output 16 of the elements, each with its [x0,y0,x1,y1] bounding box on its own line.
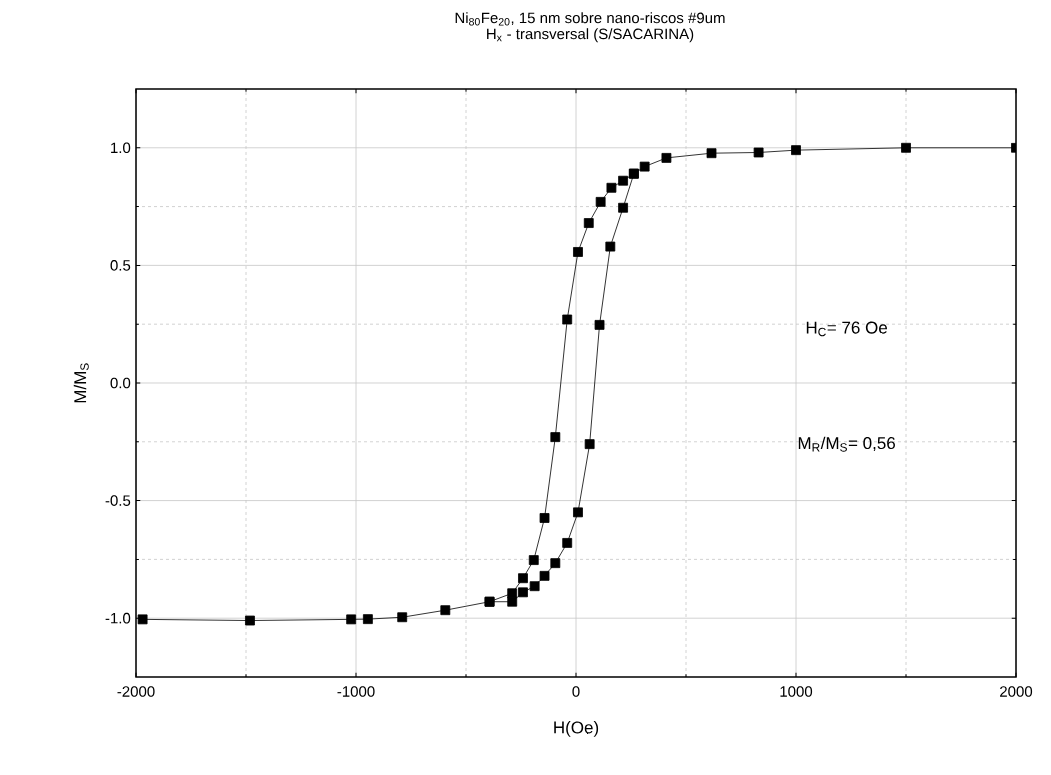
x-tick-label: -1000 [337,686,375,697]
y-tick-label: -1.0 [105,612,131,624]
annotation: H$_{C}$= 76 Oe [806,321,888,337]
x-tick-label: 0 [572,686,580,697]
y-tick-label: -0.5 [105,495,131,506]
x-tick-label: 2000 [1000,686,1033,697]
x-tick-label: 1000 [780,686,813,697]
chart-title: Ni$_{80}$Fe$_{20}$, 15 nm sobre nano-riscos #9um [455,12,725,26]
annotation: M$_{R}$/M$_{S}$= 0,56 [798,436,895,452]
x-tick-label: -2000 [117,686,155,697]
chart-subtitle: H$_{x}$ - transversal (S/SACARINA) [487,28,694,43]
y-tick-label: 0.5 [110,260,131,271]
y-tick-label: 0.0 [110,377,131,389]
x-axis-title: H(Oe) [554,721,599,737]
y-axis-title: M/M$_{S}$ [73,363,89,403]
y-tick-label: 1.0 [111,142,131,154]
